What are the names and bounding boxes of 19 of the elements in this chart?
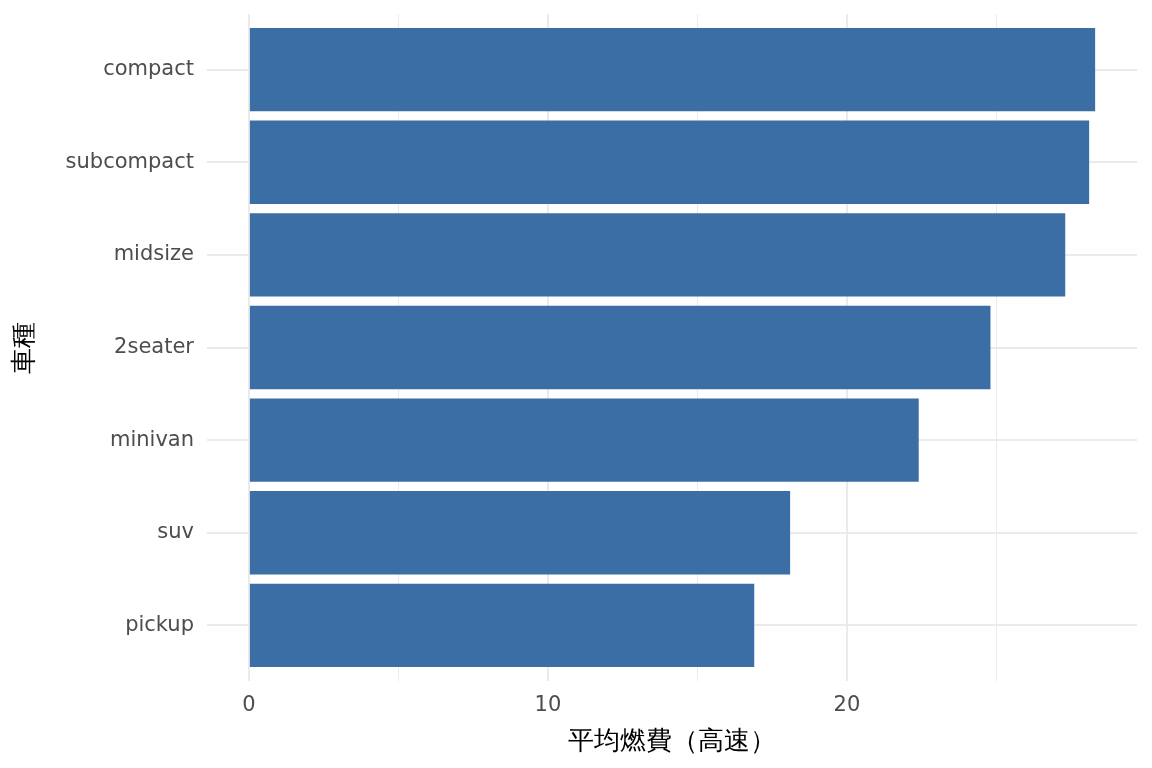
- bar: [249, 398, 919, 482]
- x-tick-label: 10: [534, 692, 562, 717]
- y-tick-label: suv: [157, 519, 194, 544]
- y-tick-label: 2seater: [114, 333, 195, 358]
- y-tick-label: minivan: [109, 426, 194, 451]
- y-tick-label: compact: [103, 56, 194, 81]
- y-tick-label: midsize: [113, 241, 194, 266]
- x-tick-label: 0: [242, 692, 256, 717]
- y-tick-label: pickup: [125, 611, 194, 636]
- bar: [249, 213, 1066, 297]
- bar: [249, 120, 1090, 204]
- bar: [249, 305, 991, 390]
- bar: [249, 27, 1096, 112]
- y-axis-title: 車種: [8, 321, 39, 374]
- bar: [249, 583, 755, 668]
- x-axis-title: 平均燃費（高速）: [568, 725, 776, 756]
- bar: [249, 491, 791, 575]
- x-tick-label: 20: [833, 692, 861, 717]
- y-tick-label: subcompact: [65, 148, 194, 173]
